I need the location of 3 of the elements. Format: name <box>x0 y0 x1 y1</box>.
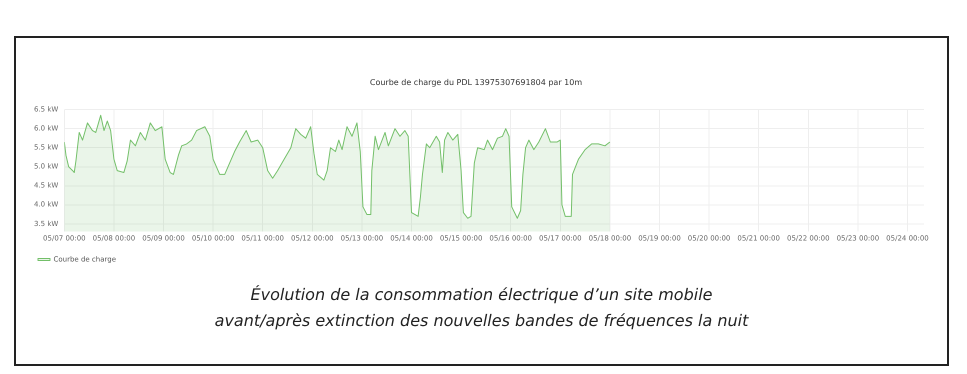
chart-title: Courbe de charge du PDL 13975307691804 par 10m <box>370 78 582 87</box>
text: Évolution de la consommation électrique d’un site mobile <box>250 284 714 306</box>
text: avant/après extinction des nouvelles bandes de fréquences la nuit <box>214 310 750 332</box>
